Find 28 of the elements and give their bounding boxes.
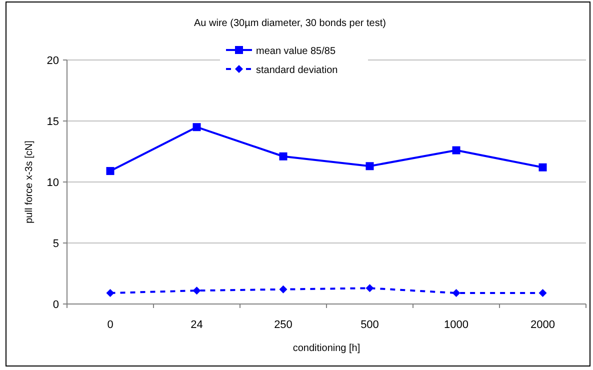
point	[279, 285, 288, 294]
y-axis-title: pull force x-3s [cN]	[24, 140, 35, 224]
point	[192, 286, 201, 295]
x-tick-label: 250	[274, 319, 292, 331]
point	[192, 123, 201, 132]
y-tick-label: 0	[52, 299, 59, 311]
legend-label: mean value 85/85	[256, 46, 336, 57]
point	[538, 289, 547, 298]
x-tick-label: 500	[360, 319, 379, 331]
y-tick-label: 5	[52, 238, 59, 250]
point	[106, 167, 114, 176]
x-tick-label: 24	[190, 319, 203, 331]
point	[106, 289, 114, 298]
x-tick-label: 2000	[530, 319, 555, 331]
y-tick-label: 20	[46, 55, 59, 67]
chart-title: Au wire (30µm diameter, 30 bonds per test)	[194, 18, 386, 29]
point	[366, 284, 374, 292]
legend-label: standard deviation	[256, 65, 338, 76]
x-tick-label: 1000	[444, 319, 468, 331]
point	[452, 289, 460, 298]
y-tick-label: 15	[46, 116, 59, 128]
point	[279, 152, 288, 160]
x-tick-label: 0	[107, 319, 114, 331]
point	[366, 162, 374, 170]
x-axis-title: conditioning [h]	[292, 343, 360, 354]
point	[538, 163, 547, 172]
y-tick-label: 10	[46, 177, 59, 189]
point	[452, 146, 460, 154]
